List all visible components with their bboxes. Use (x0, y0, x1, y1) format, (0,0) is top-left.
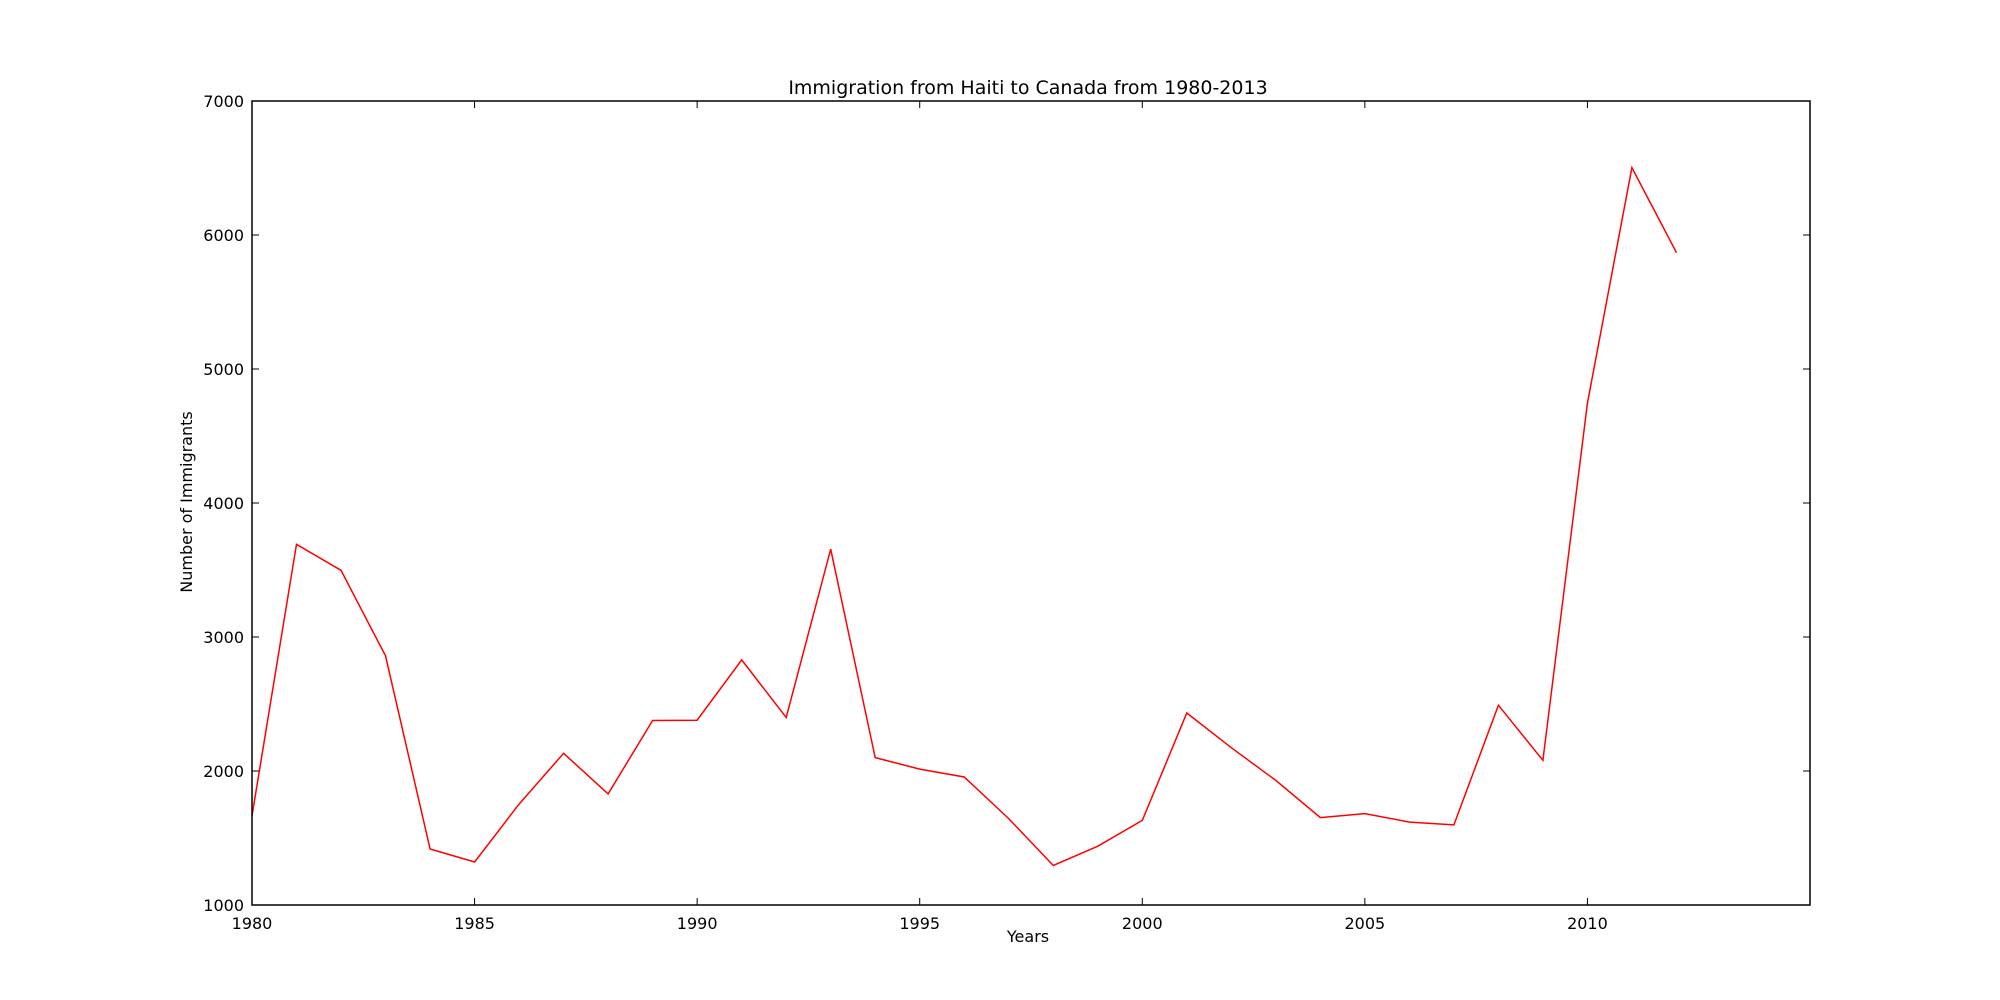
plot-area: 1980 1985 1990 1995 2000 2005 2010 1000 2000 3000… (203, 92, 1811, 933)
y-tick-label-6000: 6000 (203, 226, 244, 245)
x-tick-label-1980: 1980 (232, 914, 273, 933)
y-tick-label-2000: 2000 (203, 762, 244, 781)
x-tick-label-2010: 2010 (1567, 914, 1608, 933)
y-tick-label-5000: 5000 (203, 360, 244, 379)
plot-frame (251, 100, 1811, 906)
x-tick-label-2005: 2005 (1344, 914, 1385, 933)
x-tick-label-1995: 1995 (899, 914, 940, 933)
x-tick-label-1985: 1985 (454, 914, 495, 933)
y-tick-label-3000: 3000 (203, 628, 244, 647)
x-tick-label-1990: 1990 (677, 914, 718, 933)
chart-title: Immigration from Haiti to Canada from 19… (788, 77, 1267, 99)
series-line-0 (251, 165, 1678, 867)
x-tick-label-2000: 2000 (1122, 914, 1163, 933)
x-axis-label: Years (1006, 927, 1049, 946)
y-axis-label: Number of Immigrants (177, 411, 196, 593)
y-tick-label-1000: 1000 (203, 896, 244, 915)
y-tick-label-7000: 7000 (203, 92, 244, 111)
y-tick-label-4000: 4000 (203, 494, 244, 513)
